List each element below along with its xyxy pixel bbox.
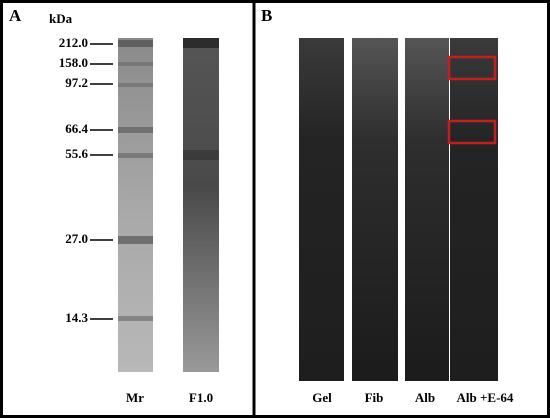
marker-label: 14.3 [65, 310, 88, 325]
marker-label: 66.4 [65, 121, 88, 136]
marker-label: 212.0 [59, 35, 88, 50]
gel-lane [183, 38, 219, 372]
highlight-box [447, 55, 497, 81]
gel-lane [352, 38, 398, 381]
marker-label: 158.0 [59, 55, 88, 70]
lane-label: Gel [312, 390, 332, 405]
lane-bands [118, 40, 153, 321]
marker-label: 97.2 [65, 75, 88, 90]
lane-label: Alb [415, 390, 435, 405]
gel-lane [299, 38, 344, 381]
marker-label: 27.0 [65, 231, 88, 246]
gel-lane [118, 38, 153, 372]
lane-label: F1.0 [189, 390, 213, 405]
gel-lane [450, 38, 498, 381]
lane-label: Fib [365, 390, 384, 405]
unit-label: kDa [49, 11, 73, 26]
panel-label: A [9, 6, 22, 25]
lane-label: Mr [126, 390, 144, 405]
lane-label: Alb +E-64 [457, 390, 514, 405]
marker-label: 55.6 [65, 146, 88, 161]
highlight-box [447, 119, 497, 145]
lane-bands [183, 38, 219, 160]
marker-lines [90, 43, 113, 320]
panel-label: B [261, 6, 272, 25]
marker-labels: 212.0 158.0 97.2 66.4 55.6 27.0 14.3 [59, 35, 89, 325]
gel-lane [405, 38, 449, 381]
